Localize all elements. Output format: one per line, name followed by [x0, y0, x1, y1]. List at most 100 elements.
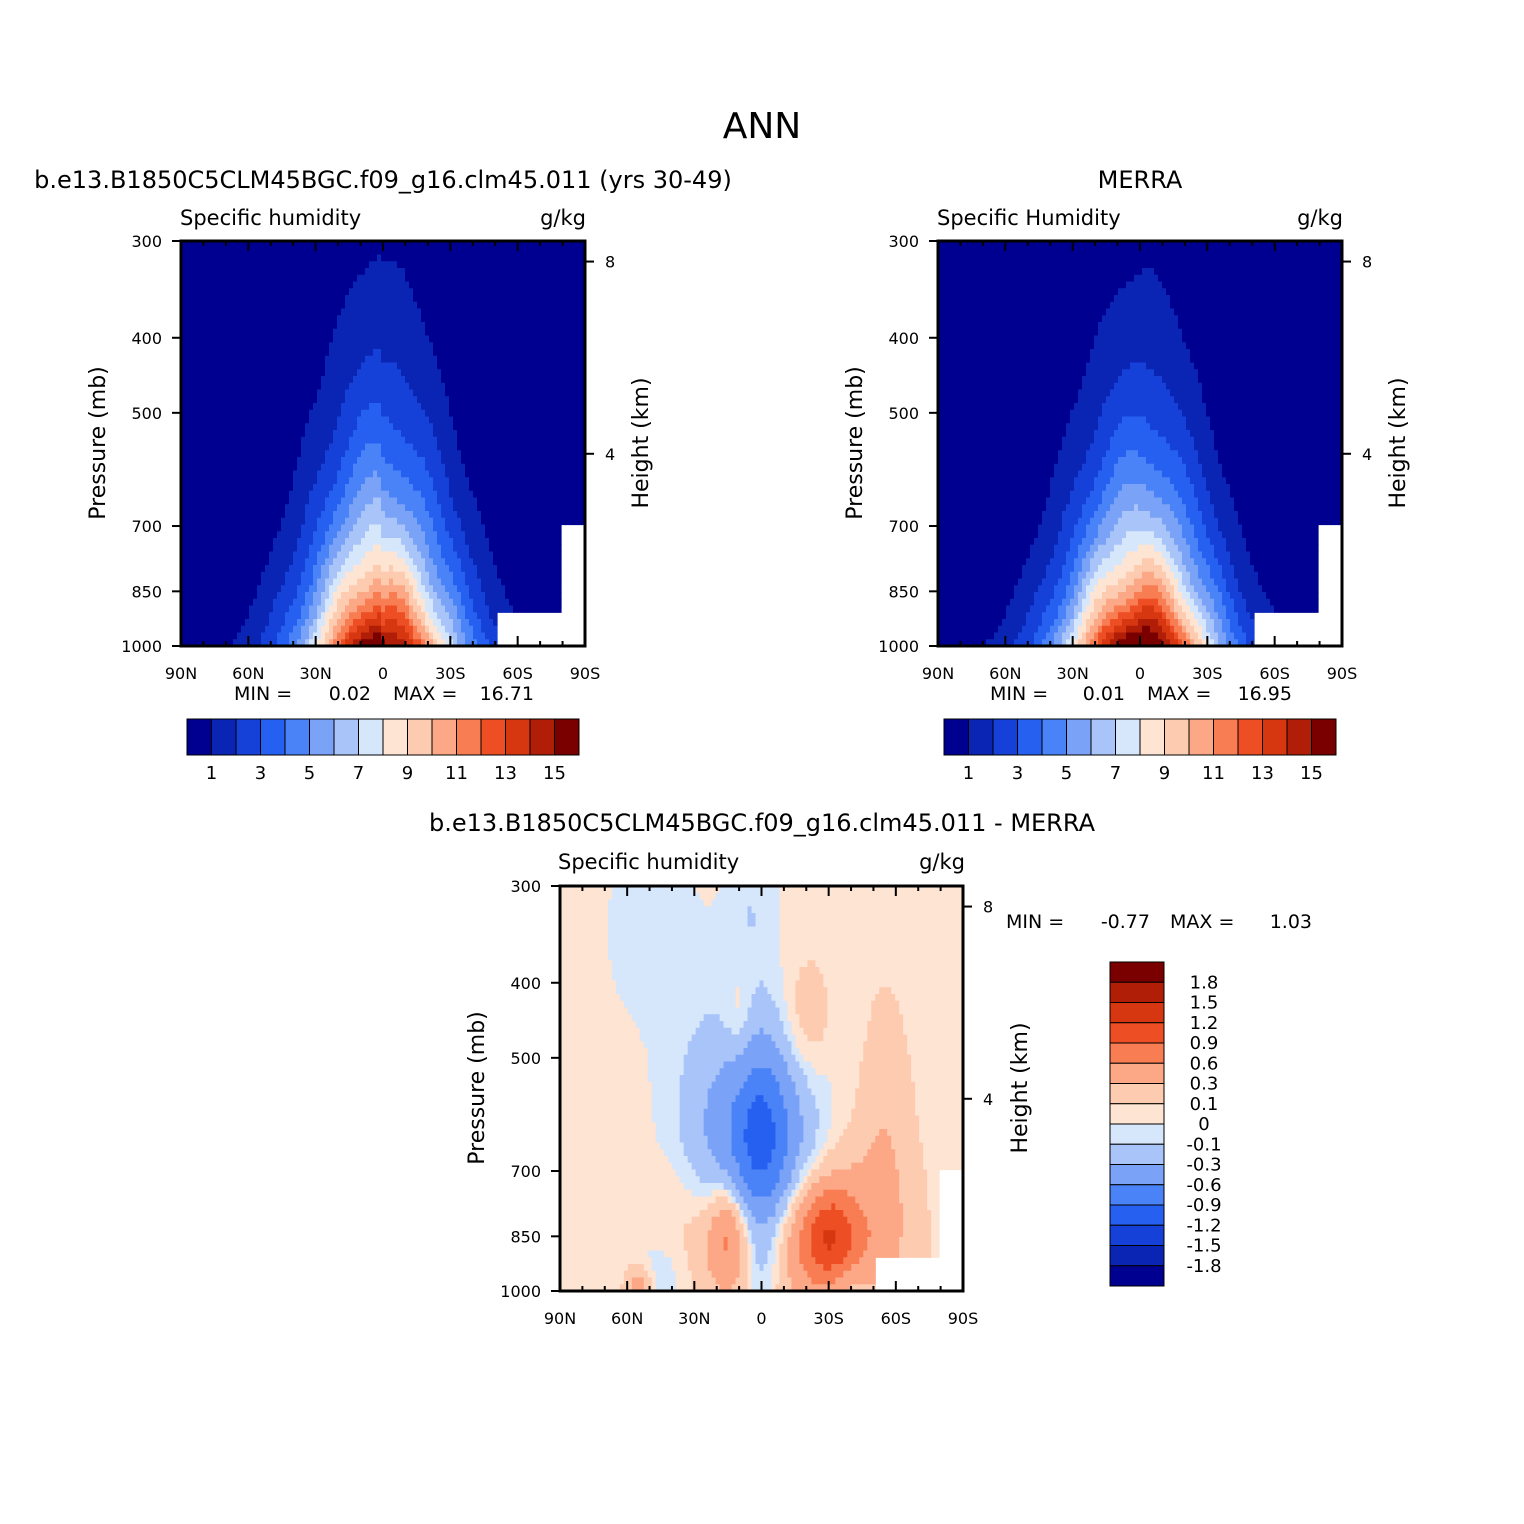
contour-cell: [573, 497, 578, 505]
contour-cell: [505, 504, 510, 512]
contour-cell: [333, 362, 338, 370]
contour-cell: [241, 497, 246, 505]
contour-cell: [269, 558, 274, 566]
contour-cell: [577, 342, 582, 350]
contour-cell: [241, 355, 246, 364]
contour-cell: [249, 328, 254, 337]
contour-cell: [581, 328, 586, 337]
contour-cell: [409, 457, 414, 465]
contour-cell: [337, 531, 342, 539]
contour-cell: [273, 450, 278, 458]
contour-cell: [505, 409, 510, 418]
contour-cell: [217, 261, 222, 269]
contour-cell: [517, 254, 522, 262]
contour-cell: [405, 342, 410, 350]
contour-cell: [477, 497, 482, 505]
contour-cell: [237, 261, 242, 269]
contour-cell: [577, 254, 582, 262]
contour-cell: [449, 322, 454, 330]
contour-cell: [349, 308, 354, 316]
contour-cell: [481, 247, 486, 256]
contour-cell: [437, 551, 442, 559]
contour-cell: [437, 470, 442, 478]
contour-cell: [221, 423, 226, 431]
contour-cell: [465, 436, 470, 445]
contour-cell: [469, 328, 474, 337]
contour-cell: [261, 450, 266, 458]
contour-cell: [377, 268, 382, 276]
contour-cell: [473, 470, 478, 478]
contour-cell: [573, 362, 578, 370]
contour-cell: [345, 443, 350, 451]
contour-cell: [389, 376, 394, 384]
contour-cell: [581, 241, 586, 249]
contour-cell: [397, 423, 402, 431]
contour-cell: [541, 490, 546, 499]
contour-cell: [193, 565, 198, 573]
contour-cell: [369, 551, 374, 559]
contour-cell: [437, 369, 442, 377]
contour-cell: [513, 565, 518, 573]
contour-cell: [457, 463, 462, 472]
contour-cell: [213, 551, 218, 559]
contour-cell: [225, 463, 230, 472]
contour-cell: [221, 517, 226, 526]
contour-cell: [493, 301, 498, 310]
contour-cell: [205, 504, 210, 512]
contour-cell: [569, 484, 574, 492]
contour-cell: [481, 295, 486, 303]
contour-cell: [333, 335, 338, 343]
contour-cell: [557, 328, 562, 337]
contour-cell: [529, 355, 534, 364]
contour-cell: [325, 436, 330, 445]
contour-cell: [557, 241, 562, 249]
contour-cell: [381, 274, 386, 283]
contour-cell: [181, 511, 186, 519]
contour-cell: [521, 403, 526, 411]
contour-cell: [265, 477, 270, 485]
contour-cell: [429, 322, 434, 330]
contour-cell: [201, 517, 206, 526]
contour-cell: [237, 396, 242, 404]
contour-cell: [425, 558, 430, 566]
contour-cell: [345, 301, 350, 310]
contour-cell: [361, 511, 366, 519]
contour-cell: [413, 423, 418, 431]
contour-cell: [369, 376, 374, 384]
contour-cell: [369, 463, 374, 472]
contour-cell: [257, 477, 262, 485]
contour-cell: [361, 470, 366, 478]
contour-cell: [337, 247, 342, 256]
contour-cell: [417, 355, 422, 364]
contour-cell: [225, 396, 230, 404]
contour-cell: [569, 511, 574, 519]
contour-cell: [205, 288, 210, 296]
contour-cell: [337, 571, 342, 580]
contour-cell: [317, 490, 322, 499]
contour-cell: [205, 389, 210, 397]
contour-cell: [301, 544, 306, 553]
contour-cell: [373, 490, 378, 499]
contour-cell: [249, 504, 254, 512]
contour-cell: [429, 511, 434, 519]
contour-cell: [397, 396, 402, 404]
contour-cell: [217, 342, 222, 350]
contour-cell: [417, 362, 422, 370]
contour-cell: [361, 565, 366, 573]
contour-cell: [569, 335, 574, 343]
contour-cell: [257, 328, 262, 337]
contour-cell: [537, 463, 542, 472]
contour-cell: [225, 558, 230, 566]
contour-cell: [293, 295, 298, 303]
contour-cell: [289, 254, 294, 262]
contour-cell: [273, 315, 278, 323]
contour-cell: [365, 403, 370, 411]
contour-cell: [297, 389, 302, 397]
contour-cell: [241, 463, 246, 472]
contour-cell: [453, 409, 458, 418]
contour-cell: [433, 524, 438, 532]
contour-cell: [305, 490, 310, 499]
contour-cell: [493, 517, 498, 526]
contour-cell: [541, 328, 546, 337]
contour-cell: [349, 477, 354, 485]
